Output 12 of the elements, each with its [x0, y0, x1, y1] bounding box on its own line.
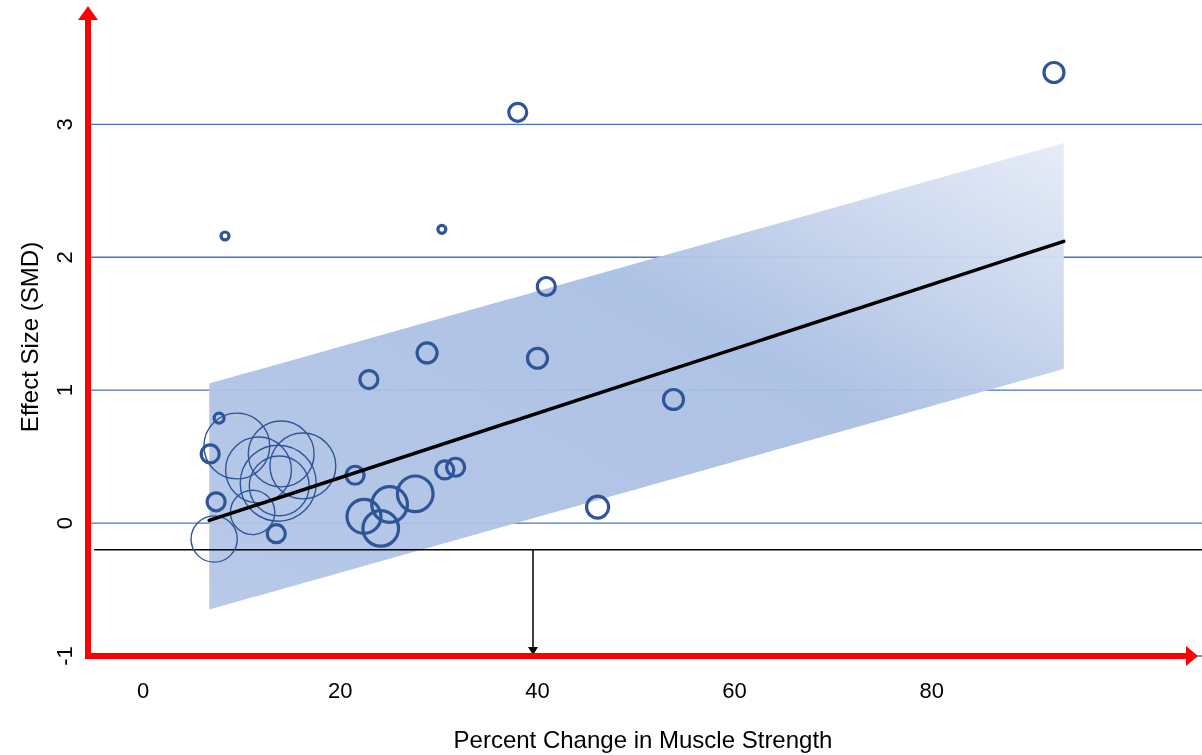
y-tick-label: 3	[52, 118, 77, 131]
x-axis-title: Percent Change in Muscle Strength	[453, 726, 833, 753]
y-axis-title: Effect Size (SMD)	[16, 241, 43, 433]
x-tick-label: 80	[919, 678, 944, 703]
y-tick-label: 2	[52, 251, 77, 264]
y-tick-label: 1	[52, 384, 77, 397]
x-tick-label: 20	[328, 678, 353, 703]
x-tick-label: 40	[525, 678, 550, 703]
y-tick-label: 0	[52, 516, 77, 530]
x-tick-label: 0	[137, 678, 150, 703]
y-tick-label: -1	[52, 646, 77, 666]
x-tick-label: 60	[722, 678, 747, 703]
